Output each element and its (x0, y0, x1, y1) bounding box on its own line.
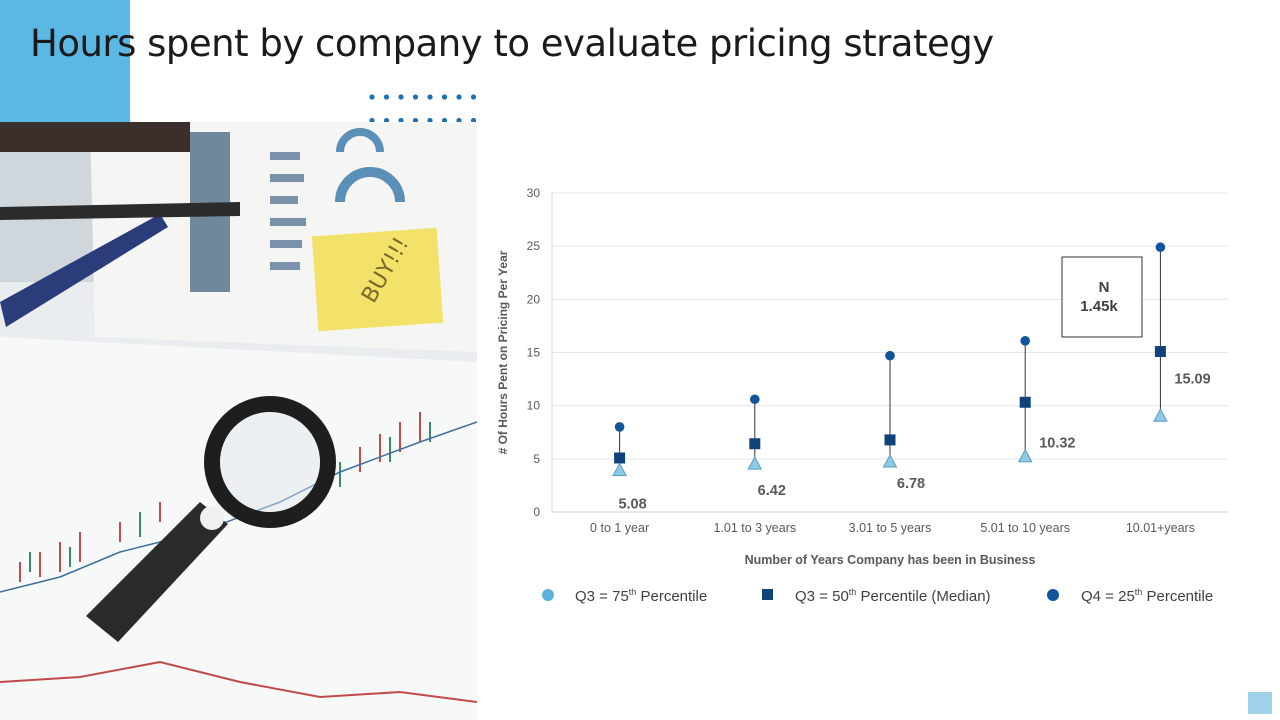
q3-50-square-point (1154, 346, 1166, 358)
magnifier-photo-icon: BUY!!! (0, 122, 477, 720)
decorative-dot (441, 117, 448, 124)
q3-75-triangle-point (882, 453, 898, 468)
legend-marker-q3-50 (762, 589, 773, 600)
x-tick-label: 3.01 to 5 years (849, 521, 932, 535)
y-axis-title: # Of Hours Pent on Pricing Per Year (496, 250, 510, 454)
median-data-label: 5.08 (618, 497, 646, 513)
decorative-dot (369, 94, 375, 100)
x-axis-title: Number of Years Company has been in Busi… (745, 553, 1036, 567)
decorative-dot (398, 94, 404, 100)
decorative-dot (470, 94, 477, 100)
chart-svg: 0 5 10 15 20 25 30 0 to 1 year 1.01 to 3 years 3.… (496, 186, 1228, 567)
x-tick-label: 1.01 to 3 years (713, 521, 796, 535)
decorative-dot (383, 94, 390, 100)
legend-label-rest: Percentile (636, 588, 708, 605)
legend-label: Q3 = 75 (575, 588, 629, 605)
y-tick-label: 15 (527, 346, 541, 360)
decorative-dot (427, 117, 433, 124)
q3-50-square-point (749, 438, 761, 450)
y-tick-label: 30 (527, 186, 541, 200)
chart: 0 5 10 15 20 25 30 0 to 1 year 1.01 to 3 years 3.… (490, 180, 1250, 580)
q3-50-square-point (614, 452, 626, 464)
q4-25-circle-point (1020, 336, 1030, 346)
legend-marker-q3-75 (542, 589, 554, 601)
legend-label: Q4 = 25 (1081, 588, 1135, 605)
accent-block (0, 0, 130, 122)
legend-label-sup: th (628, 587, 637, 597)
decorative-dot (470, 117, 477, 124)
corner-accent-square (1248, 692, 1272, 714)
decorative-dot (369, 117, 375, 124)
annotation-value: 1.45k (1080, 298, 1118, 315)
legend-label: Q3 = 50 (795, 588, 849, 605)
q4-25-circle-point (614, 422, 625, 432)
legend-marker-q4-25 (1047, 589, 1059, 601)
chart-legend: Q3 = 75th Percentile Q3 = 50th Percentil… (538, 584, 1238, 610)
decorative-dot (441, 94, 448, 100)
stock-photo: BUY!!! (0, 122, 477, 720)
legend-label-rest: Percentile (Median) (856, 588, 991, 605)
y-tick-label: 10 (527, 399, 541, 413)
legend-label-sup: th (1134, 587, 1143, 597)
annotation-label: N (1099, 279, 1110, 296)
legend-item-q4-25: Q4 = 25th Percentile (1081, 587, 1213, 605)
decorative-dot (456, 94, 462, 100)
q4-25-circle-point (1155, 242, 1166, 253)
q4-25-circle-point (885, 350, 895, 361)
decorative-dot (383, 117, 390, 124)
decorative-dot (412, 117, 419, 124)
y-tick-label: 25 (527, 239, 541, 253)
q3-75-triangle-point (1017, 448, 1033, 463)
page-title: Hours spent by company to evaluate prici… (30, 22, 994, 65)
median-data-label: 10.32 (1039, 435, 1075, 451)
q3-75-triangle-point (747, 456, 763, 470)
y-tick-label: 20 (527, 292, 541, 306)
decorative-dot (412, 94, 419, 100)
q3-50-square-point (1019, 396, 1031, 408)
y-tick-label: 0 (533, 505, 540, 519)
q4-25-circle-point (750, 394, 760, 405)
x-tick-label: 10.01+years (1126, 521, 1195, 535)
q3-50-square-point (884, 434, 896, 446)
decorative-dot (456, 117, 462, 124)
decorative-dot (398, 117, 404, 124)
median-data-label: 6.42 (758, 483, 786, 499)
legend-label-rest: Percentile (1142, 588, 1214, 605)
x-tick-label: 0 to 1 year (590, 521, 649, 535)
decorative-dot (427, 94, 433, 100)
legend-item-q3-75: Q3 = 75th Percentile (575, 587, 707, 605)
annotation-box (1061, 256, 1143, 338)
legend-label-sup: th (848, 587, 857, 597)
x-tick-label: 5.01 to 10 years (980, 521, 1070, 535)
legend-item-q3-50: Q3 = 50th Percentile (Median) (795, 587, 991, 605)
q3-75-triangle-point (1153, 408, 1168, 422)
q3-75-triangle-point (612, 462, 627, 477)
median-data-label: 15.09 (1174, 372, 1210, 388)
y-tick-label: 5 (533, 452, 540, 466)
median-data-label: 6.78 (897, 476, 925, 492)
